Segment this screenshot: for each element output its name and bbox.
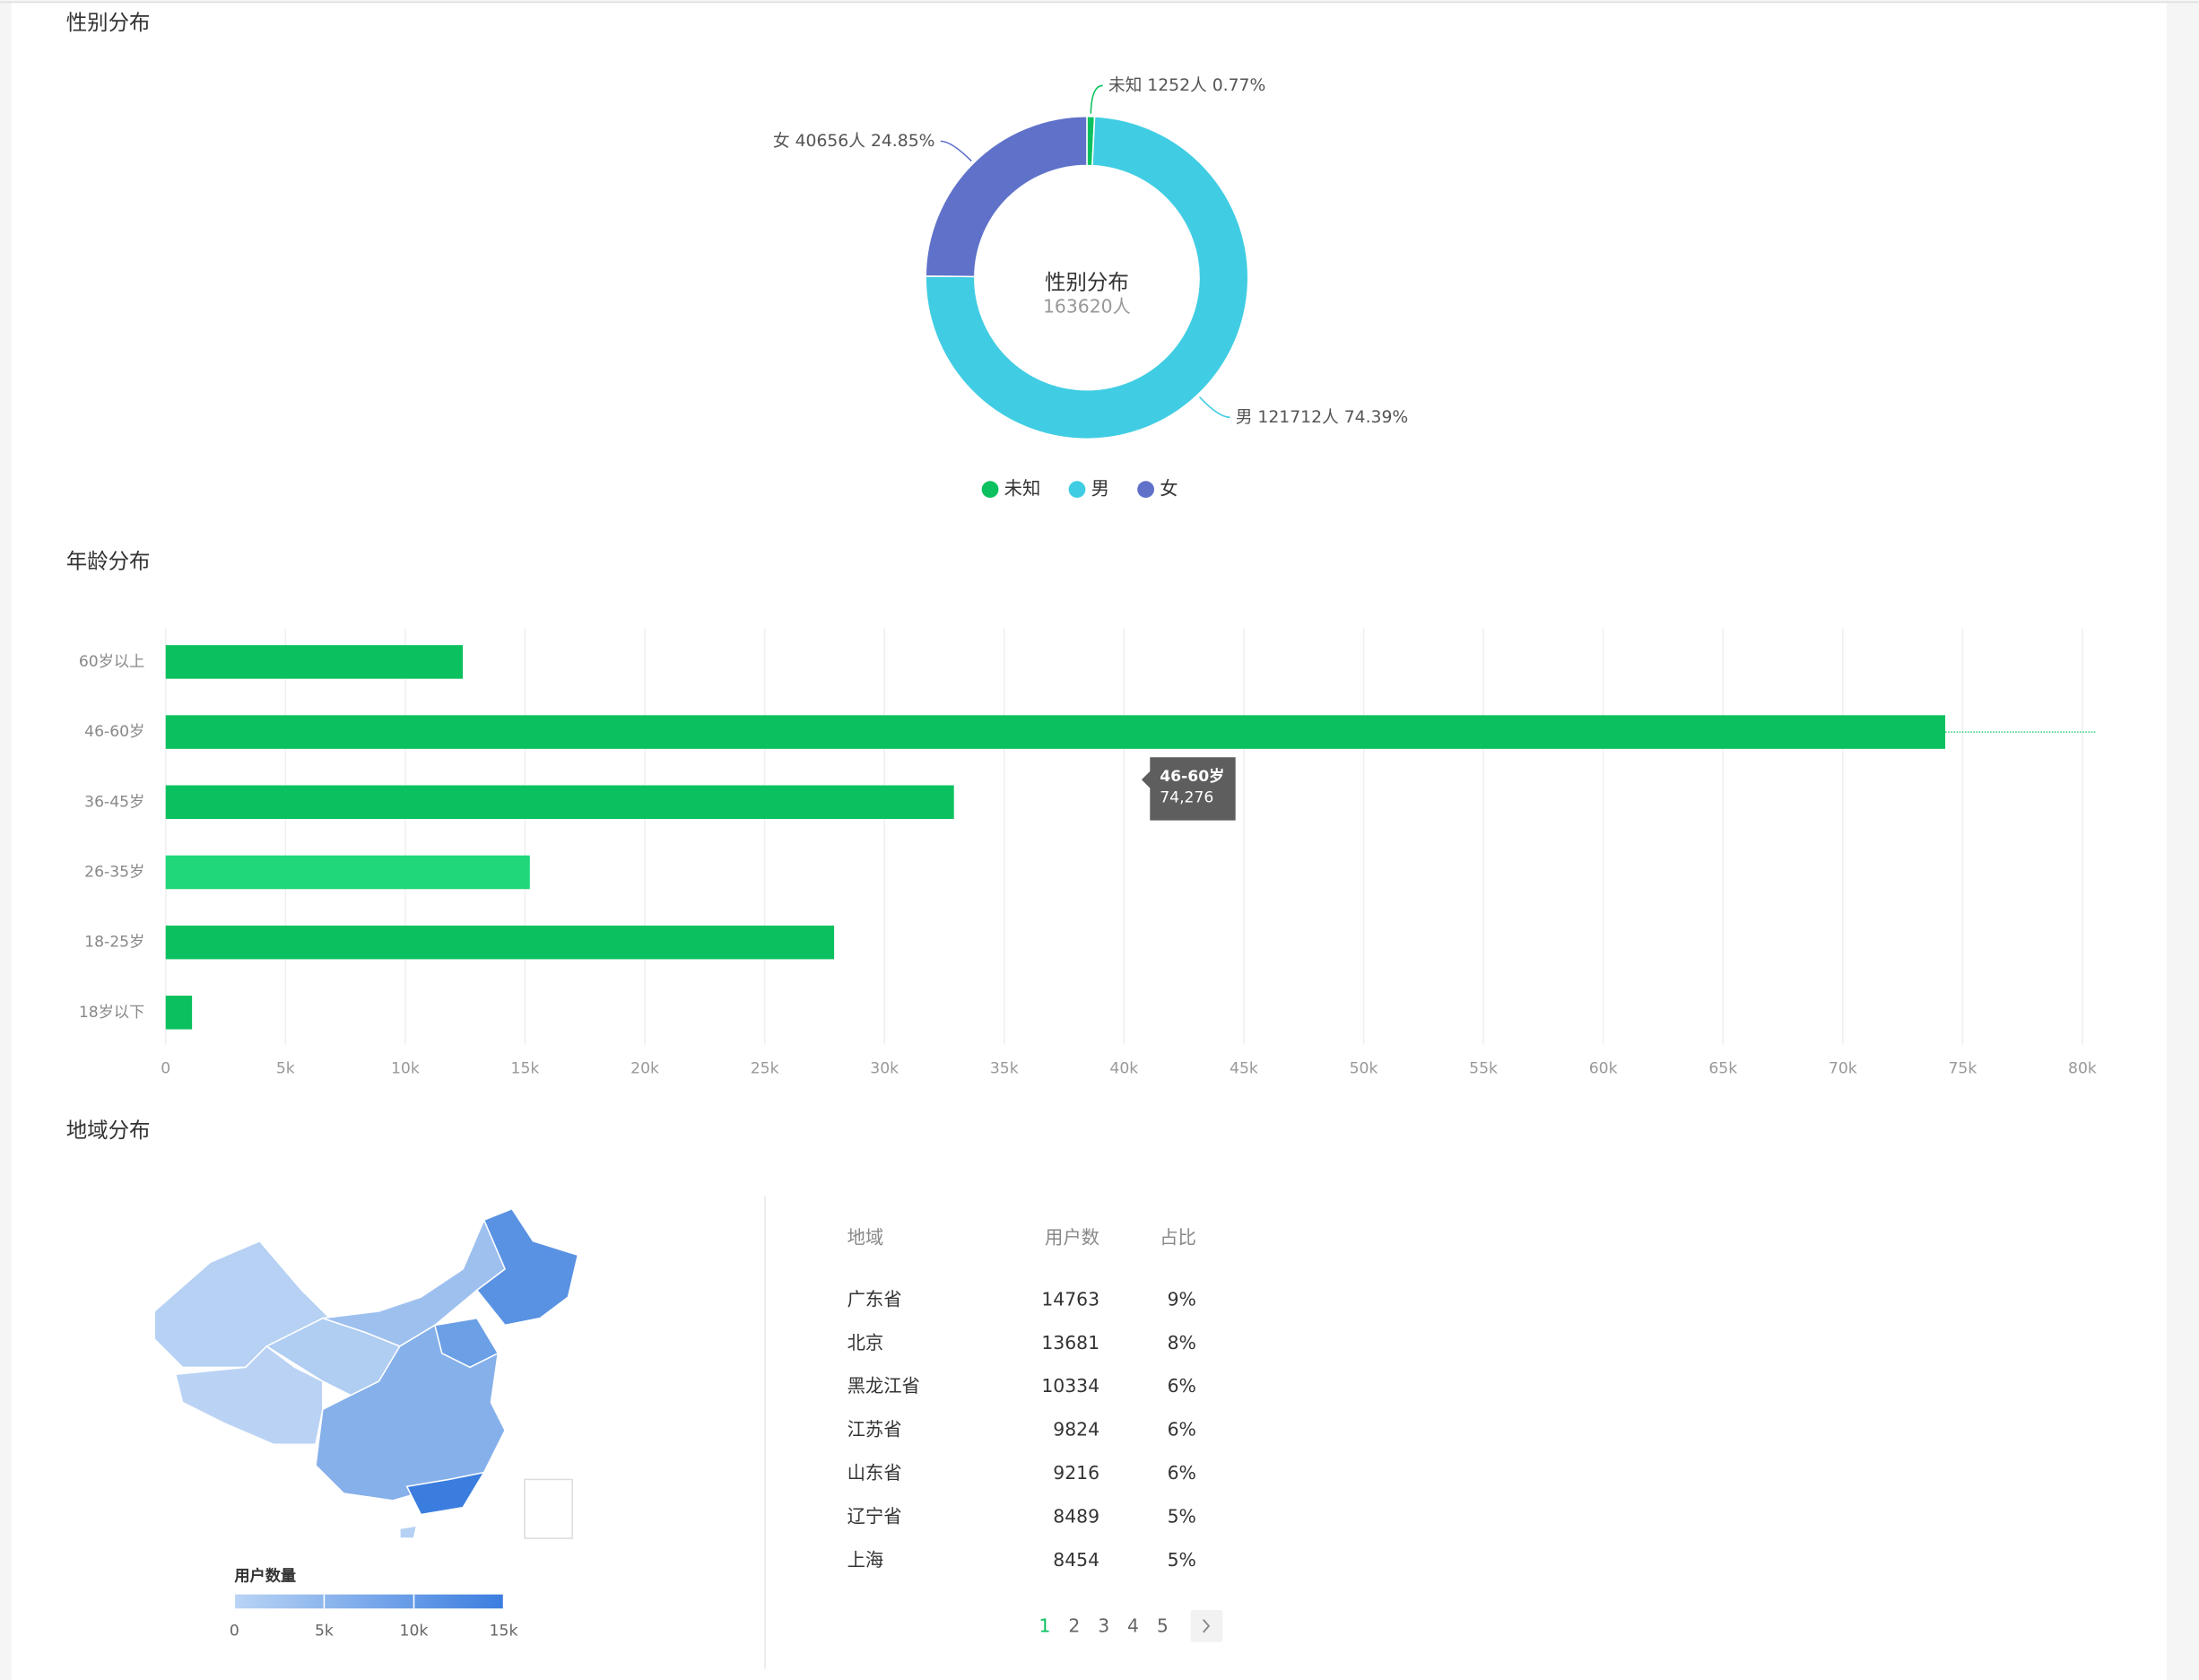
donut-center-label: 163620人 — [1043, 295, 1131, 317]
table-cell: 6% — [1168, 1375, 1196, 1397]
map-legend-label: 15k — [490, 1622, 518, 1640]
y-tick-label: 46-60岁 — [84, 723, 144, 741]
section-heading: 年龄分布 — [66, 548, 151, 573]
x-tick-label: 15k — [511, 1059, 540, 1077]
leader-line — [1090, 84, 1103, 114]
bar[interactable] — [165, 855, 530, 890]
x-tick-label: 0 — [161, 1059, 170, 1077]
legend-label[interactable]: 未知 — [1004, 478, 1041, 500]
map-inset — [524, 1478, 573, 1539]
x-tick-label: 10k — [391, 1059, 420, 1077]
table-cell: 9824 — [1053, 1419, 1100, 1441]
bar[interactable] — [165, 785, 954, 820]
y-tick-label: 26-35岁 — [84, 863, 144, 881]
legend-label[interactable]: 男 — [1091, 478, 1109, 500]
y-tick-label: 18岁以下 — [79, 1004, 144, 1022]
table-cell: 辽宁省 — [847, 1506, 902, 1528]
x-tick-label: 40k — [1109, 1059, 1138, 1077]
slice-label: 男 121712人 74.39% — [1236, 407, 1408, 427]
slice-label: 未知 1252人 0.77% — [1108, 75, 1265, 95]
table-cell: 9% — [1168, 1288, 1196, 1310]
table-cell: 广东省 — [847, 1288, 902, 1310]
page-number[interactable]: 2 — [1068, 1615, 1080, 1637]
bar[interactable] — [165, 925, 835, 960]
map-region — [405, 1471, 486, 1516]
legend-marker[interactable] — [1137, 481, 1154, 499]
map-region — [399, 1525, 418, 1539]
page-number[interactable]: 1 — [1039, 1615, 1051, 1637]
map-legend-title: 用户数量 — [234, 1566, 296, 1585]
y-tick-label: 60岁以上 — [79, 653, 144, 671]
table-cell: 5% — [1168, 1506, 1196, 1528]
x-tick-label: 50k — [1350, 1059, 1378, 1077]
table-cell: 上海 — [847, 1549, 884, 1571]
x-tick-label: 75k — [1948, 1059, 1977, 1077]
bar[interactable] — [165, 645, 464, 679]
section-heading: 地域分布 — [66, 1118, 151, 1143]
table-cell: 8454 — [1053, 1549, 1100, 1571]
legend-label[interactable]: 女 — [1160, 478, 1178, 500]
x-tick-label: 5k — [276, 1059, 295, 1077]
page-number[interactable]: 3 — [1098, 1615, 1109, 1637]
bar[interactable] — [165, 996, 193, 1030]
map-region — [475, 1207, 579, 1327]
donut-center-title: 性别分布 — [1045, 269, 1129, 294]
slice-label: 女 40656人 24.85% — [773, 131, 935, 151]
legend-marker[interactable] — [981, 481, 999, 499]
table-cell: 山东省 — [847, 1462, 902, 1484]
table-cell: 8489 — [1053, 1506, 1100, 1528]
table-header: 用户数 — [1045, 1227, 1100, 1249]
map-legend-label: 0 — [230, 1622, 239, 1640]
table-cell: 黑龙江省 — [847, 1375, 920, 1397]
table-cell: 6% — [1168, 1419, 1196, 1441]
leader-line — [1198, 396, 1230, 419]
tooltip-title: 46-60岁 — [1160, 767, 1224, 786]
donut-slice — [925, 116, 1249, 440]
x-tick-label: 60k — [1589, 1059, 1618, 1077]
table-header: 地域 — [847, 1227, 884, 1249]
china-map — [153, 1207, 579, 1539]
bar[interactable] — [165, 715, 1946, 749]
x-tick-label: 25k — [751, 1059, 779, 1077]
table-cell: 14763 — [1041, 1288, 1100, 1310]
table-cell: 8% — [1168, 1332, 1196, 1354]
table-header: 占比 — [1160, 1227, 1196, 1249]
y-tick-label: 18-25岁 — [84, 934, 144, 952]
legend-marker[interactable] — [1068, 481, 1086, 499]
tooltip-value: 74,276 — [1160, 789, 1213, 807]
y-tick-label: 36-45岁 — [84, 793, 144, 811]
x-tick-label: 30k — [870, 1059, 899, 1077]
x-tick-label: 70k — [1829, 1059, 1857, 1077]
table-cell: 9216 — [1053, 1462, 1100, 1484]
next-icon — [1202, 1619, 1211, 1633]
x-tick-label: 35k — [990, 1059, 1019, 1077]
x-tick-label: 80k — [2068, 1059, 2097, 1077]
table-cell: 北京 — [847, 1332, 884, 1354]
section-heading: 性别分布 — [66, 10, 151, 35]
donut-slice — [925, 115, 1088, 278]
page-number[interactable]: 4 — [1127, 1615, 1139, 1637]
x-tick-label: 55k — [1469, 1059, 1498, 1077]
next-page-button[interactable] — [1190, 1609, 1223, 1642]
table-cell: 江苏省 — [847, 1419, 902, 1441]
tooltip-box — [1141, 757, 1236, 821]
map-legend-label: 10k — [400, 1622, 429, 1640]
map-legend-label: 5k — [315, 1622, 334, 1640]
table-cell: 5% — [1168, 1549, 1196, 1571]
x-tick-label: 45k — [1230, 1059, 1258, 1077]
map-region — [433, 1317, 500, 1369]
table-cell: 13681 — [1041, 1332, 1100, 1354]
table-cell: 6% — [1168, 1462, 1196, 1484]
x-tick-label: 20k — [630, 1059, 659, 1077]
map-legend-bar — [234, 1594, 504, 1609]
leader-line — [940, 140, 972, 162]
x-tick-label: 65k — [1708, 1059, 1737, 1077]
page-number[interactable]: 5 — [1157, 1615, 1169, 1637]
table-cell: 10334 — [1041, 1375, 1100, 1397]
